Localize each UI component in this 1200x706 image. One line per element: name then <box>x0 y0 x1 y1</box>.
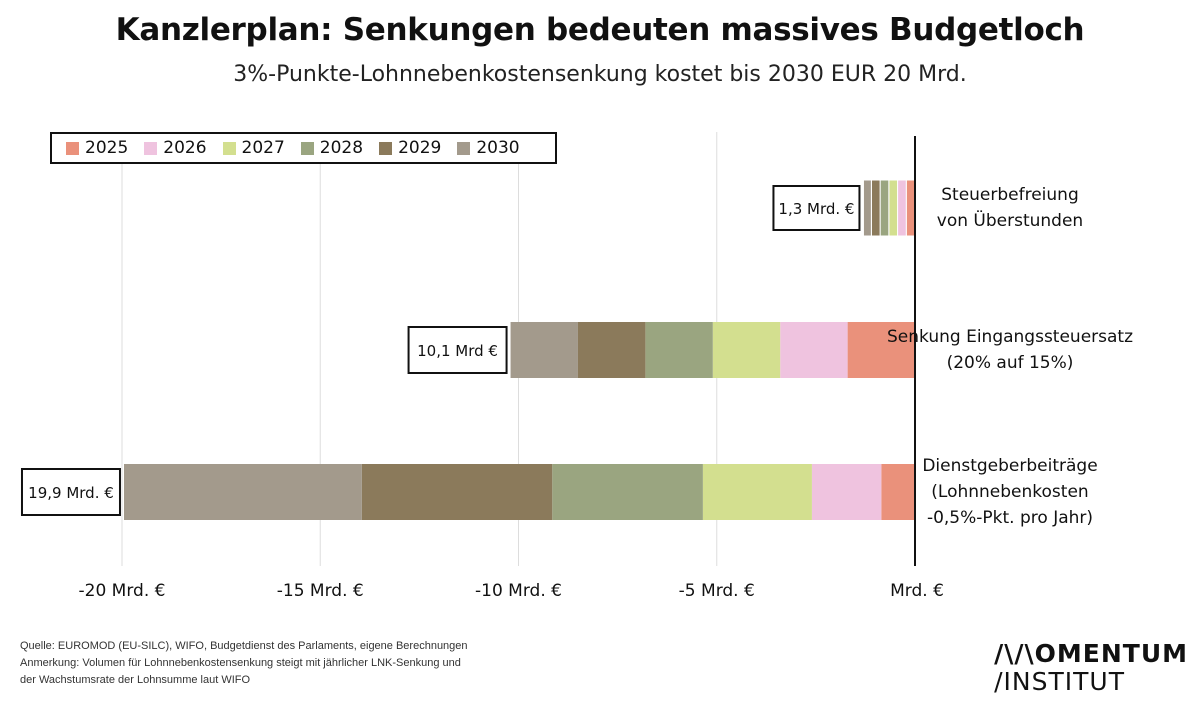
legend-label: 2027 <box>241 138 285 158</box>
legend-item-2030: 2030 <box>457 138 520 158</box>
bar-segment-2029 <box>577 322 646 378</box>
legend-item-2026: 2026 <box>144 138 207 158</box>
bar-segment-2028 <box>645 322 713 378</box>
total-label: 19,9 Mrd. € <box>28 484 114 502</box>
bar-segment-2026 <box>897 179 907 237</box>
annotation-note: Anmerkung: Volumen für Lohnnebenkostense… <box>20 657 461 669</box>
category-label: Dienstgeberbeiträge <box>922 456 1097 476</box>
logo-line-institut: /INSTITUT <box>994 667 1125 696</box>
bar-segment-2026 <box>811 464 882 520</box>
category-label: (20% auf 15%) <box>947 353 1074 373</box>
legend-label: 2030 <box>476 138 520 158</box>
source-note: Quelle: EUROMOD (EU-SILC), WIFO, Budgetd… <box>20 640 468 652</box>
legend-item-2028: 2028 <box>300 138 364 158</box>
category-label: (Lohnnebenkosten <box>931 482 1088 502</box>
bar-segment-2029 <box>870 179 881 237</box>
bar-segment-2027 <box>712 322 781 378</box>
total-label: 1,3 Mrd. € <box>778 200 854 218</box>
x-tick-label: -15 Mrd. € <box>277 581 364 601</box>
bar-segment-2027 <box>888 179 899 237</box>
legend-swatch <box>457 141 471 155</box>
category-label: Steuerbefreiung <box>941 185 1079 205</box>
annotation-note-cont: der Wachstumsrate der Lohnsumme laut WIF… <box>20 674 251 686</box>
chart-subtitle: 3%-Punkte-Lohnnebenkostensenkung kostet … <box>233 62 967 87</box>
category-label: von Überstunden <box>937 209 1083 231</box>
bar-segment-2028 <box>552 464 703 520</box>
total-label: 10,1 Mrd € <box>417 342 498 360</box>
bar-segment-2028 <box>879 179 890 237</box>
chart-legend: 2025 2026 2027 2028 2029 2030 <box>50 132 557 164</box>
chart-title: Kanzlerplan: Senkungen bedeuten massives… <box>115 12 1085 48</box>
legend-label: 2025 <box>85 138 129 158</box>
total-label-box <box>20 468 121 516</box>
category-label: Senkung Eingangssteuersatz <box>887 327 1133 347</box>
legend-item-2027: 2027 <box>222 138 285 158</box>
legend-label: 2029 <box>398 138 442 158</box>
x-tick-label: -20 Mrd. € <box>79 581 166 601</box>
legend-item-2025: 2025 <box>66 138 128 158</box>
logo-line-momentum: /\/\OMENTUM <box>994 639 1188 668</box>
legend-label: 2028 <box>319 138 364 158</box>
legend-label: 2026 <box>163 138 207 158</box>
bar-segment-2027 <box>702 464 812 520</box>
bar-segment-2030 <box>862 179 872 237</box>
bar-segment-2030 <box>510 322 578 378</box>
bar-segment-2029 <box>361 464 553 520</box>
bar-segment-2025 <box>905 179 916 237</box>
total-label-box <box>407 326 508 374</box>
momentum-institut-logo: /\/\OMENTUM /INSTITUT <box>994 640 1188 696</box>
bar-segment-2026 <box>780 322 848 378</box>
x-tick-label: -10 Mrd. € <box>475 581 562 601</box>
legend-swatch <box>144 141 158 155</box>
legend-swatch <box>379 141 393 155</box>
legend-swatch <box>66 141 79 155</box>
legend-swatch <box>300 141 314 155</box>
x-tick-label: -5 Mrd. € <box>679 581 755 601</box>
total-label-box <box>772 185 861 231</box>
category-label: -0,5%-Pkt. pro Jahr) <box>927 508 1093 528</box>
bar-segment-2030 <box>123 464 362 520</box>
x-tick-label: Mrd. € <box>890 581 944 601</box>
footer-notes: Quelle: EUROMOD (EU-SILC), WIFO, Budgetd… <box>20 638 560 689</box>
legend-swatch <box>222 141 236 155</box>
bar-segment-2025 <box>847 322 915 378</box>
legend-item-2029: 2029 <box>379 138 441 158</box>
bar-segment-2025 <box>881 464 915 520</box>
